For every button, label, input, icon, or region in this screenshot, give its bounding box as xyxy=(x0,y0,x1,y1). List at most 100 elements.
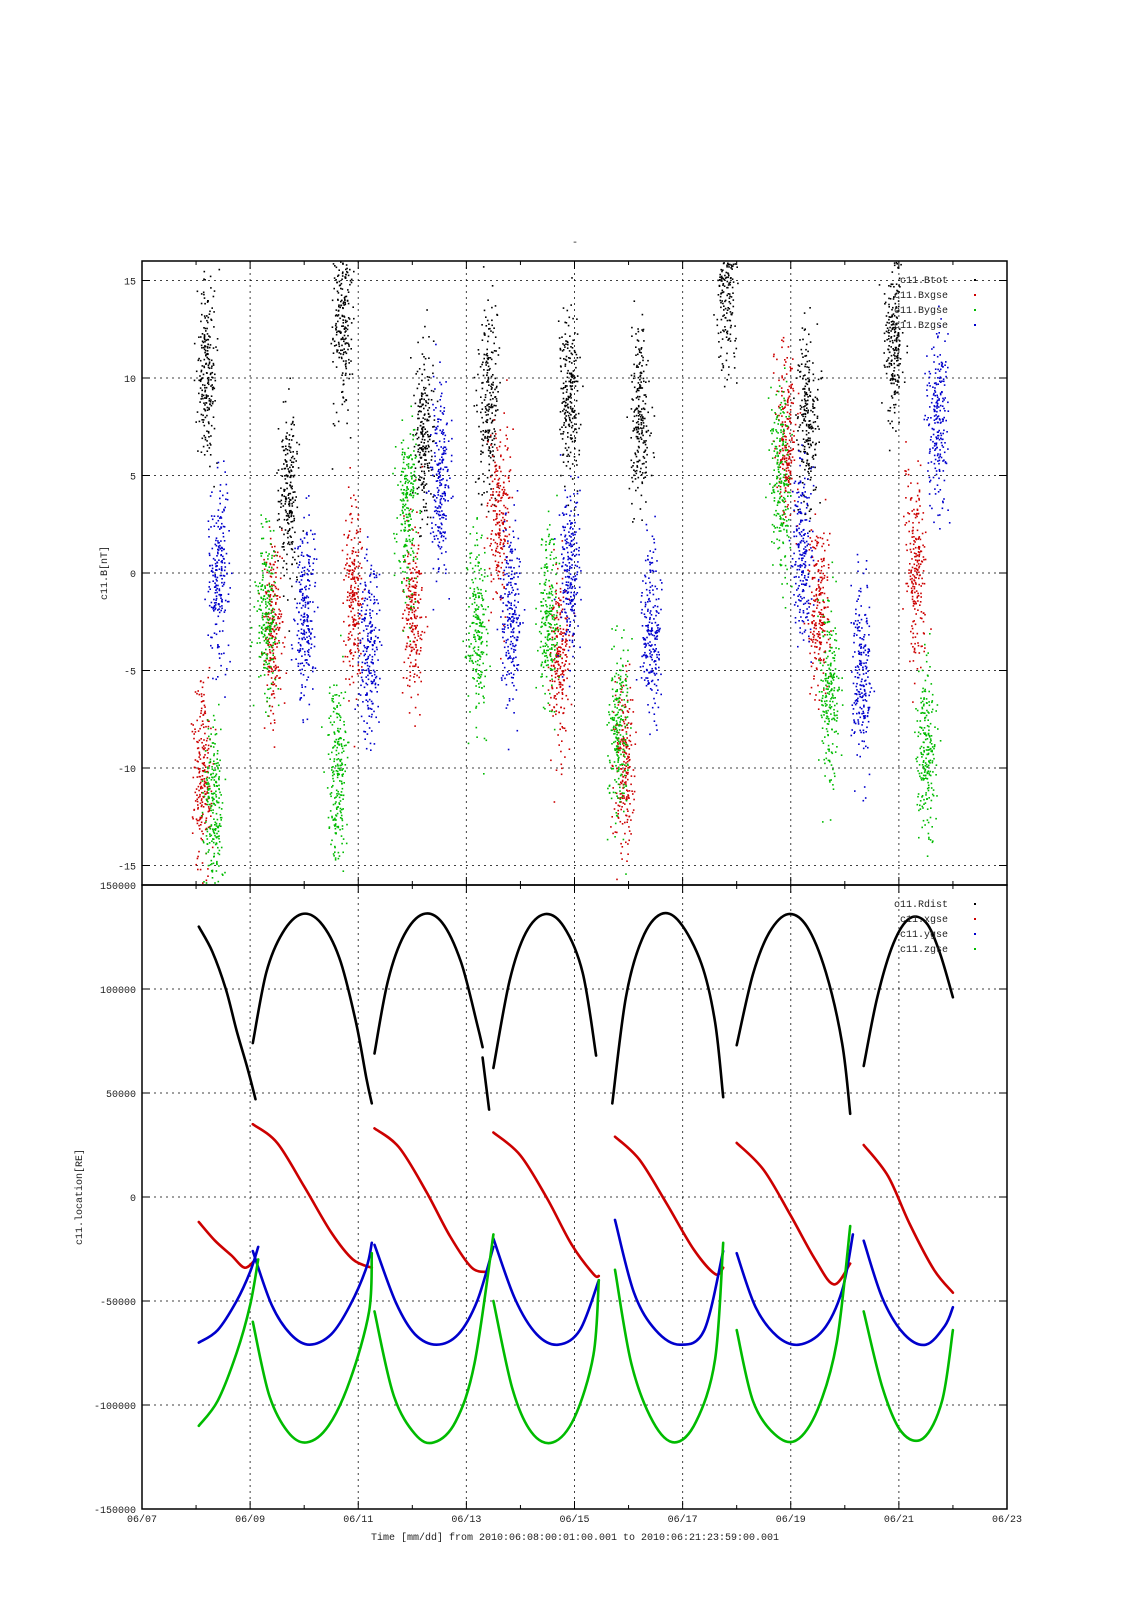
b-field-point xyxy=(918,521,920,524)
b-field-point xyxy=(815,589,817,591)
b-field-point xyxy=(275,628,278,630)
b-field-point xyxy=(888,345,890,347)
b-field-point xyxy=(354,651,357,653)
b-field-point xyxy=(199,781,202,784)
b-field-point xyxy=(287,530,289,532)
b-field-point xyxy=(550,696,552,699)
b-field-point xyxy=(268,633,270,635)
b-field-point xyxy=(285,672,288,674)
b-field-point xyxy=(332,766,334,768)
b-field-point xyxy=(640,381,642,383)
b-field-point xyxy=(331,468,334,470)
b-field-point xyxy=(350,588,352,591)
b-field-point xyxy=(484,396,487,399)
b-field-point xyxy=(487,365,490,368)
b-field-point xyxy=(643,425,645,427)
b-field-point xyxy=(351,574,354,576)
b-field-point xyxy=(722,278,725,280)
b-field-point xyxy=(410,626,413,628)
b-field-point xyxy=(635,489,637,492)
b-field-point xyxy=(336,351,338,353)
b-field-point xyxy=(421,428,424,431)
b-field-point xyxy=(784,445,786,447)
b-field-point xyxy=(720,369,723,371)
b-field-point xyxy=(415,571,417,574)
b-field-point xyxy=(898,284,900,286)
b-field-point xyxy=(911,510,913,512)
b-field-point xyxy=(339,704,342,707)
b-field-point xyxy=(897,381,899,383)
b-field-point xyxy=(911,589,914,592)
b-field-point xyxy=(486,409,488,411)
b-field-point xyxy=(638,410,641,413)
b-field-point xyxy=(335,326,338,328)
b-field-point xyxy=(642,407,645,410)
b-field-point xyxy=(818,441,820,443)
b-field-point xyxy=(801,352,803,355)
b-field-point xyxy=(334,741,337,743)
b-field-point xyxy=(203,297,206,299)
b-field-point xyxy=(817,378,820,381)
b-field-point xyxy=(423,363,425,366)
b-field-point xyxy=(808,464,810,467)
b-field-point xyxy=(637,486,639,489)
b-field-point xyxy=(266,615,268,618)
b-field-point xyxy=(420,589,423,591)
b-field-point xyxy=(908,569,910,571)
b-field-point xyxy=(204,764,206,767)
b-field-point xyxy=(424,392,426,394)
b-field-point xyxy=(414,706,417,709)
b-field-point xyxy=(193,737,195,740)
b-field-point xyxy=(809,652,811,655)
b-field-point xyxy=(640,422,643,424)
b-field-point xyxy=(924,558,927,561)
b-field-point xyxy=(789,409,792,411)
b-field-point xyxy=(480,396,482,398)
b-field-point xyxy=(198,789,200,792)
b-field-point xyxy=(217,880,220,883)
b-field-point xyxy=(650,432,652,434)
b-field-point xyxy=(787,451,789,454)
b-field-point xyxy=(274,642,276,645)
b-field-point xyxy=(343,567,346,570)
b-field-point xyxy=(829,532,831,535)
b-field-point xyxy=(785,467,788,470)
b-field-point xyxy=(896,334,899,337)
b-field-point xyxy=(913,587,916,590)
b-field-point xyxy=(421,470,423,473)
b-field-point xyxy=(206,327,208,330)
b-field-point xyxy=(822,623,824,626)
b-field-point xyxy=(921,577,923,580)
b-field-point xyxy=(555,703,558,706)
b-field-point xyxy=(216,860,218,863)
b-field-point xyxy=(896,337,898,339)
b-field-point xyxy=(564,756,566,758)
b-field-point xyxy=(209,863,212,866)
b-field-point xyxy=(803,494,805,497)
b-field-point xyxy=(490,422,493,424)
b-field-point xyxy=(411,596,413,599)
b-field-point xyxy=(483,332,486,334)
b-field-point xyxy=(211,371,214,374)
b-field-point xyxy=(206,757,209,759)
b-field-point xyxy=(432,340,435,342)
b-field-point xyxy=(282,595,285,597)
b-field-point xyxy=(264,659,267,662)
b-field-point xyxy=(199,768,201,770)
b-field-point xyxy=(195,421,197,423)
b-field-point xyxy=(628,663,631,666)
b-field-point xyxy=(727,293,730,295)
b-field-point xyxy=(824,606,827,609)
b-field-point xyxy=(620,808,622,811)
b-field-point xyxy=(217,766,219,769)
b-field-point xyxy=(271,584,273,586)
b-field-point xyxy=(572,430,575,433)
b-field-point xyxy=(275,601,277,604)
b-field-point xyxy=(561,697,564,700)
b-field-point xyxy=(562,410,564,412)
b-field-point xyxy=(207,719,209,721)
b-field-point xyxy=(724,326,726,328)
b-field-point xyxy=(342,360,345,362)
b-field-point xyxy=(899,286,901,288)
b-field-point xyxy=(575,353,578,356)
